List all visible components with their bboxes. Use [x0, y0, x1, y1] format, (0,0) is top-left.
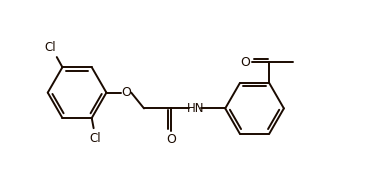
Text: HN: HN	[186, 102, 204, 115]
Text: O: O	[121, 86, 131, 99]
Text: Cl: Cl	[44, 41, 56, 54]
Text: Cl: Cl	[90, 132, 101, 145]
Text: O: O	[166, 133, 176, 146]
Text: O: O	[240, 56, 250, 69]
